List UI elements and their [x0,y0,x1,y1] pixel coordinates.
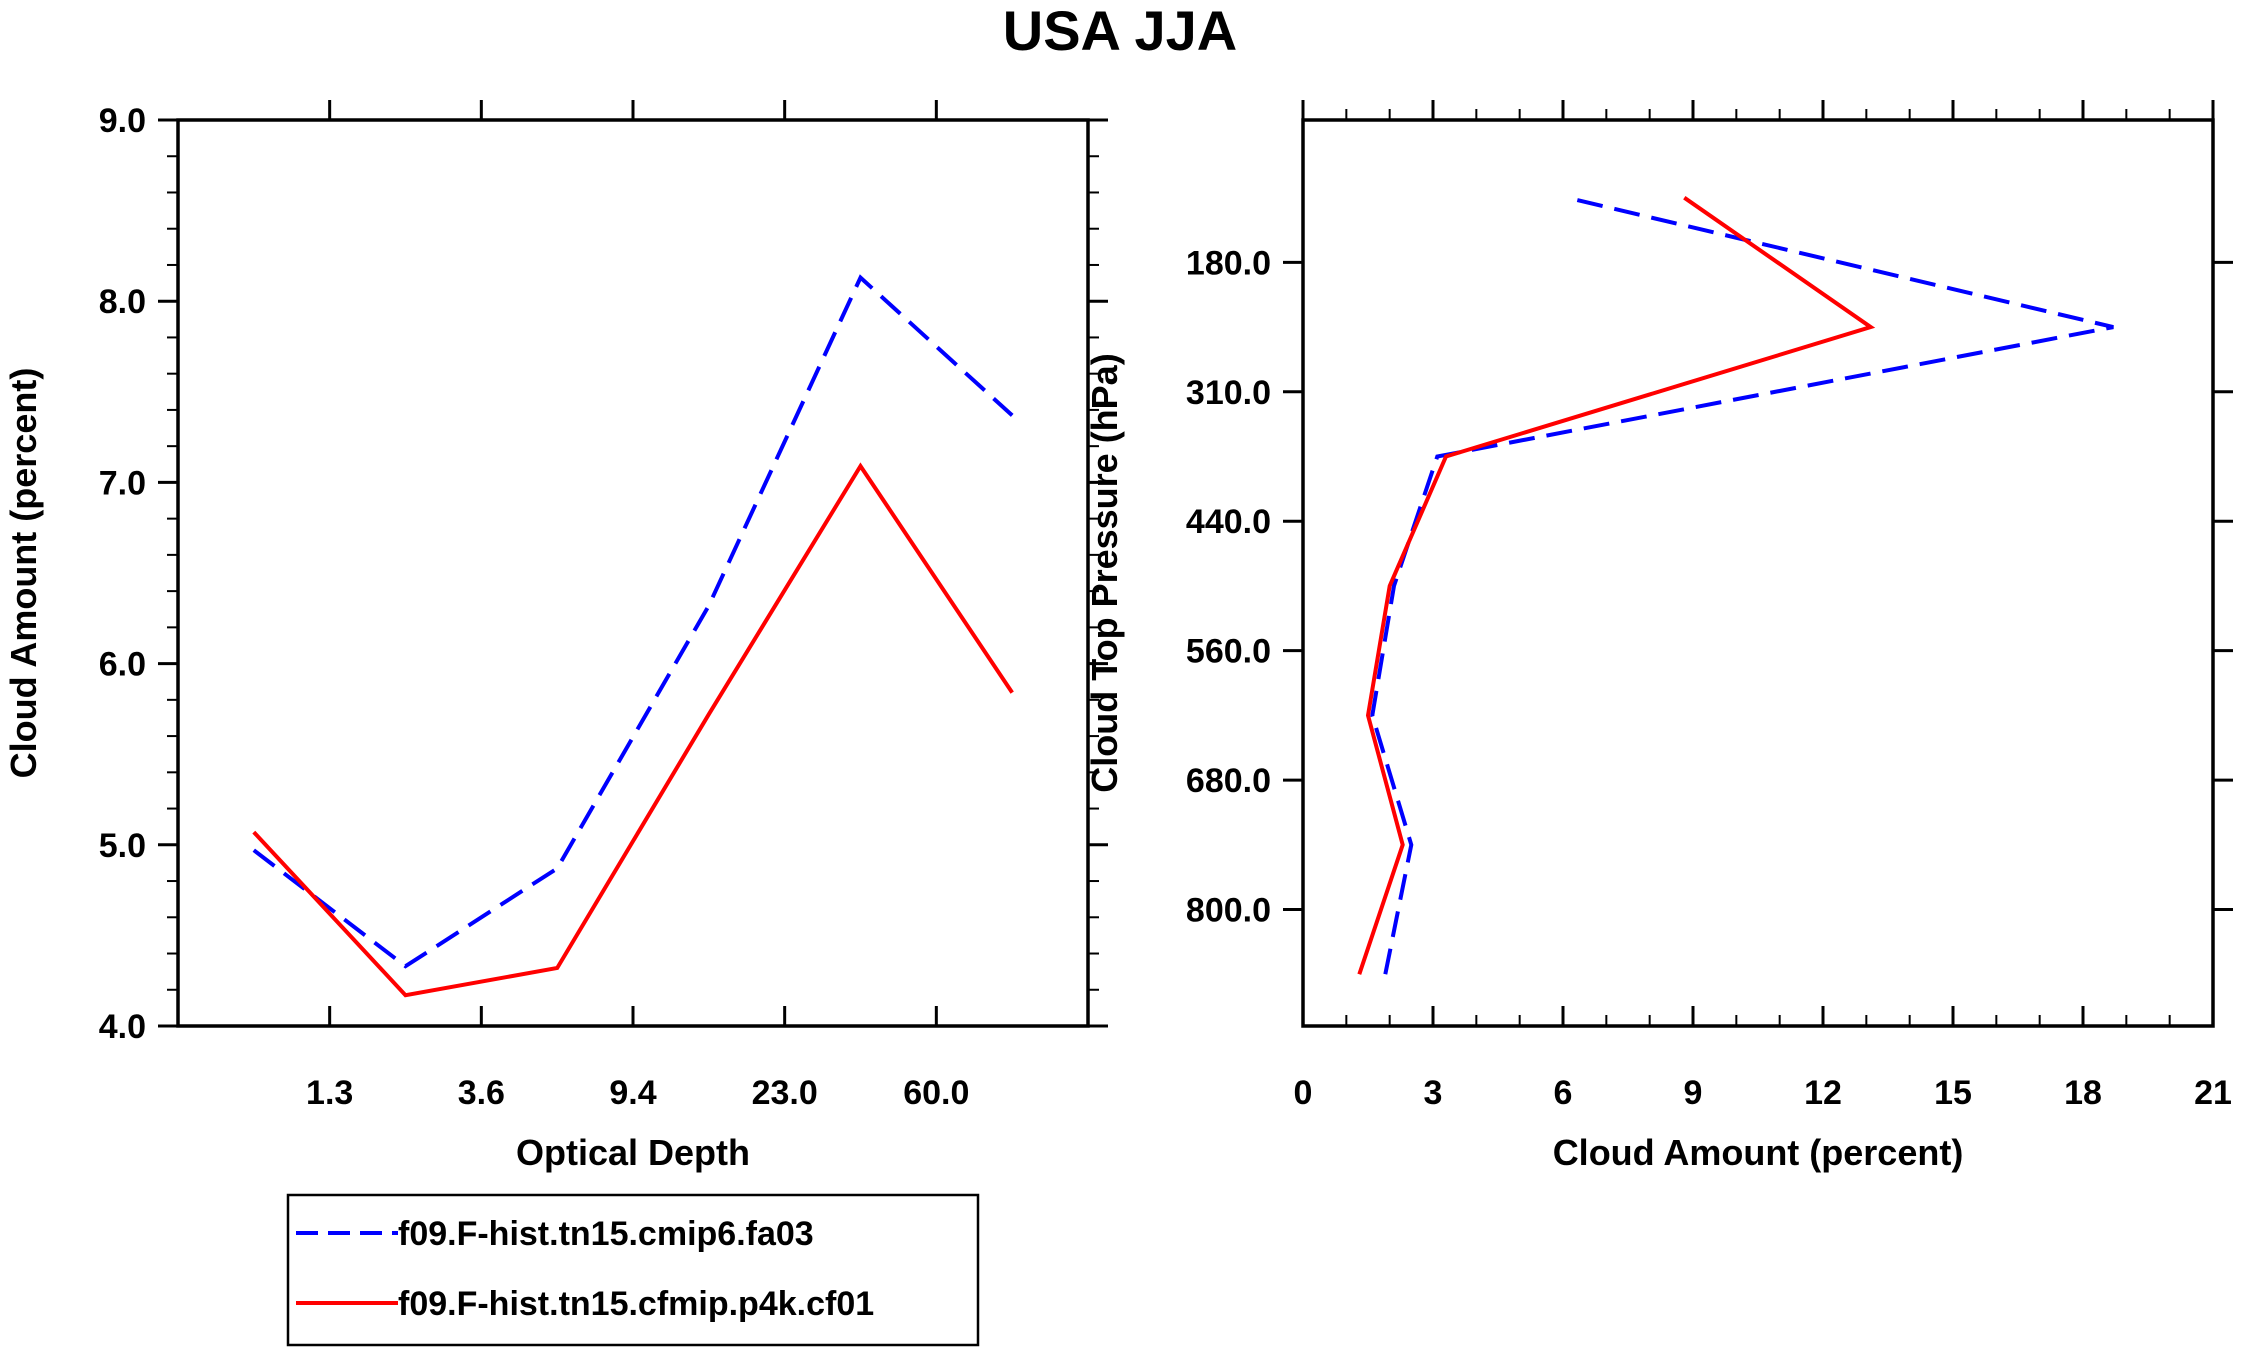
right-y-tick-label: 180.0 [1186,244,1271,282]
left-x-tick-label: 1.3 [306,1074,353,1112]
right-x-tick-label: 21 [2194,1074,2232,1112]
left-x-tick-label: 60.0 [903,1074,969,1112]
optical-depth-panel: 1.3 3.6 9.4 23.0 60.0 4.0 5.0 6.0 7.0 8.0 9.0 Opt… [3,100,1108,1173]
right-y-tick-label: 560.0 [1186,633,1271,671]
left-ticks [158,100,1108,1028]
right-x-tick-labels: 0 3 6 9 12 15 18 21 [1294,1074,2232,1112]
left-y-tick-label: 4.0 [99,1008,146,1046]
left-plot-frame [176,118,1090,1028]
right-x-tick-label: 12 [1804,1074,1842,1112]
right-x-axis-label: Cloud Amount (percent) [1553,1132,1964,1173]
legend-label-p4k: f09.F-hist.tn15.cfmip.p4k.cf01 [398,1285,874,1323]
left-y-axis-label: Cloud Amount (percent) [3,368,44,779]
legend-box [286,1193,980,1347]
left-y-tick-label: 8.0 [99,283,146,321]
right-x-tick-label: 0 [1294,1074,1313,1112]
legend: f09.F-hist.tn15.cmip6.fa03 f09.F-hist.tn… [286,1193,980,1347]
left-y-tick-label: 7.0 [99,464,146,502]
left-y-tick-label: 5.0 [99,827,146,865]
right-x-tick-label: 18 [2064,1074,2102,1112]
right-y-tick-label: 800.0 [1186,892,1271,930]
left-x-tick-label: 9.4 [609,1074,656,1112]
left-y-tick-labels: 4.0 5.0 6.0 7.0 8.0 9.0 [99,102,146,1046]
right-x-tick-label: 9 [1684,1074,1703,1112]
pressure-profile-panel: 0 3 6 9 12 15 18 21 180.0 310.0 440.0 560.0 680.0 80… [1084,100,2233,1173]
right-x-tick-label: 3 [1424,1074,1443,1112]
right-y-tick-label: 680.0 [1186,762,1271,800]
right-y-tick-label: 440.0 [1186,503,1271,541]
right-plot-frame [1301,118,2215,1028]
right-ticks [1283,100,2233,1026]
right-y-tick-labels: 180.0 310.0 440.0 560.0 680.0 800.0 [1186,244,1271,929]
left-y-tick-label: 6.0 [99,646,146,684]
right-series-line-0 [1370,195,2114,975]
figure-title: USA JJA [1003,0,1237,62]
left-y-tick-label: 9.0 [99,102,146,140]
right-series [1357,195,2114,975]
left-x-tick-label: 3.6 [458,1074,505,1112]
left-series-line-0 [252,274,1014,969]
left-series [252,274,1014,998]
right-y-tick-label: 310.0 [1186,374,1271,412]
left-x-tick-label: 23.0 [752,1074,818,1112]
right-y-axis-label: Cloud Top Pressure (hPa) [1084,353,1125,792]
right-x-tick-label: 15 [1934,1074,1972,1112]
legend-label-cmip6: f09.F-hist.tn15.cmip6.fa03 [398,1215,814,1253]
left-series-line-1 [252,462,1014,998]
left-x-axis-label: Optical Depth [516,1132,750,1173]
left-x-tick-labels: 1.3 3.6 9.4 23.0 60.0 [306,1074,969,1112]
right-series-line-1 [1357,196,1876,975]
right-x-tick-label: 6 [1554,1074,1573,1112]
